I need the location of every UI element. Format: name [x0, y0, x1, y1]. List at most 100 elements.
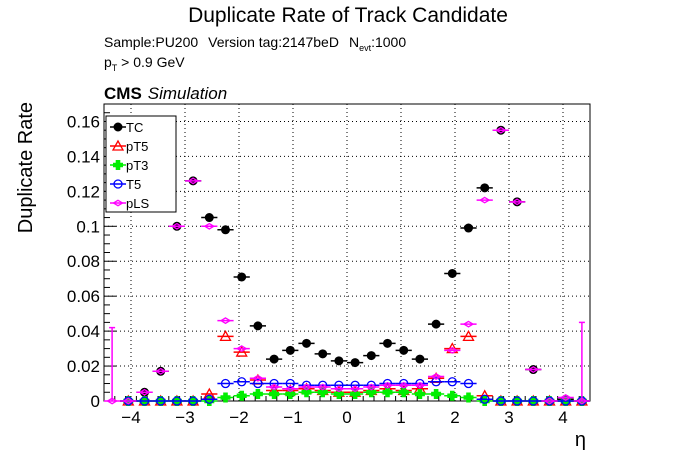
data-point-marker — [430, 373, 442, 380]
data-point-T5-17 — [379, 378, 396, 389]
data-point-TC-21 — [444, 268, 461, 278]
data-point-marker — [302, 338, 311, 348]
data-point-pLS-24 — [492, 126, 509, 134]
data-point-marker — [431, 377, 441, 387]
data-point-pLS-22 — [460, 320, 477, 328]
legend-item-pLS: pLS — [110, 196, 149, 211]
cms-simulation-label: CMS Simulation — [104, 84, 227, 104]
data-point-pT3-23 — [476, 396, 493, 406]
legend-label-T5: T5 — [126, 177, 141, 192]
data-point-TC-22 — [460, 223, 477, 233]
data-point-marker — [397, 381, 410, 389]
y-tick-label-7: 0.14 — [67, 147, 100, 166]
data-point-marker — [496, 396, 506, 406]
legend-item-pT5: pT5 — [110, 139, 148, 154]
data-point-pT3-15 — [347, 389, 364, 400]
data-point-T5-7 — [217, 378, 234, 389]
data-point-T5-20 — [428, 377, 445, 387]
data-point-marker — [113, 179, 123, 189]
data-point-marker — [527, 366, 540, 374]
data-point-TC-20 — [428, 319, 445, 329]
data-point-T5-25 — [509, 396, 526, 406]
data-point-pLS-27 — [541, 397, 558, 405]
pt-subscript: T — [111, 62, 118, 73]
data-point-pLS-2 — [136, 388, 153, 396]
data-point-pT3-18 — [395, 387, 412, 398]
data-point-pT3-6 — [201, 396, 218, 406]
data-point-pT3-19 — [411, 389, 428, 400]
sample-info: Sample:PU200 Version tag:2147beD Nevt:1000 — [104, 34, 406, 53]
data-point-marker — [447, 377, 457, 387]
data-point-pT3-21 — [444, 390, 461, 401]
version-tag: Version tag:2147beD — [208, 34, 339, 50]
data-point-marker — [414, 389, 425, 400]
data-point-marker — [333, 385, 345, 393]
data-point-marker — [204, 394, 214, 404]
data-point-pT3-20 — [428, 389, 445, 400]
data-point-marker — [511, 198, 523, 206]
data-point-marker — [235, 345, 248, 353]
data-point-marker — [316, 383, 329, 391]
data-point-marker — [285, 345, 295, 355]
data-point-marker — [220, 378, 231, 389]
data-point-marker — [252, 389, 263, 400]
data-point-marker — [478, 196, 491, 204]
data-point-marker — [220, 392, 231, 403]
data-point-T5-5 — [185, 396, 202, 406]
data-point-marker — [187, 177, 199, 185]
legend: TC pT5 pT3 T5 pLS — [105, 115, 177, 213]
data-point-marker — [447, 390, 458, 401]
data-point-T5-2 — [136, 396, 153, 406]
data-point-pLS-15 — [347, 385, 364, 393]
data-point-marker — [156, 396, 166, 406]
data-point-marker — [464, 223, 473, 233]
data-point-pT3-22 — [460, 392, 477, 403]
data-point-marker — [285, 378, 295, 389]
pt-cut-label: pT > 0.9 GeV — [104, 54, 185, 73]
data-point-marker — [462, 320, 475, 328]
data-point-marker — [172, 396, 182, 406]
data-point-T5-21 — [444, 377, 461, 387]
data-point-pLS-16 — [363, 383, 380, 391]
data-point-marker — [268, 383, 280, 391]
pt-cut-value: > 0.9 GeV — [117, 54, 185, 70]
data-point-pLS-3 — [152, 367, 169, 375]
data-point-pLS-20 — [428, 373, 445, 380]
data-point-T5-22 — [460, 378, 477, 389]
data-point-marker — [154, 367, 167, 375]
data-point-marker — [543, 397, 556, 405]
data-point-pLS-21 — [444, 346, 461, 354]
y-axis-title: Duplicate Rate — [15, 102, 37, 233]
data-point-T5-3 — [152, 396, 169, 406]
data-point-marker — [253, 378, 263, 389]
data-point-pLS-29 — [573, 321, 590, 405]
data-point-pLS-19 — [411, 381, 428, 389]
data-point-pLS-7 — [217, 317, 234, 325]
data-point-marker — [431, 389, 442, 400]
data-point-marker — [219, 317, 232, 325]
sample-label: Sample:PU200 — [104, 34, 199, 50]
data-point-pLS-26 — [525, 366, 542, 374]
data-point-marker — [237, 272, 247, 282]
x-tick-label-5: 1 — [396, 408, 405, 427]
legend-label-TC: TC — [126, 120, 143, 135]
data-point-TC-7 — [217, 225, 234, 235]
data-point-TC-8 — [233, 272, 250, 282]
data-point-T5-26 — [525, 396, 542, 406]
data-point-marker — [447, 268, 457, 278]
x-tick-label-8: 4 — [558, 408, 567, 427]
series-pLS — [104, 126, 590, 405]
data-point-marker — [382, 387, 393, 398]
legend-label-pT3: pT3 — [126, 158, 148, 173]
data-point-marker — [252, 374, 264, 382]
data-point-marker — [253, 321, 263, 331]
y-tick-label-5: 0.1 — [76, 217, 100, 236]
data-point-pT3-11 — [282, 389, 299, 400]
nevt-symbol: N — [348, 34, 360, 50]
data-point-marker — [171, 222, 183, 230]
data-point-pT3-9 — [249, 389, 266, 400]
data-point-marker — [284, 385, 297, 393]
data-point-pLS-17 — [379, 381, 396, 389]
data-point-marker — [113, 122, 123, 132]
